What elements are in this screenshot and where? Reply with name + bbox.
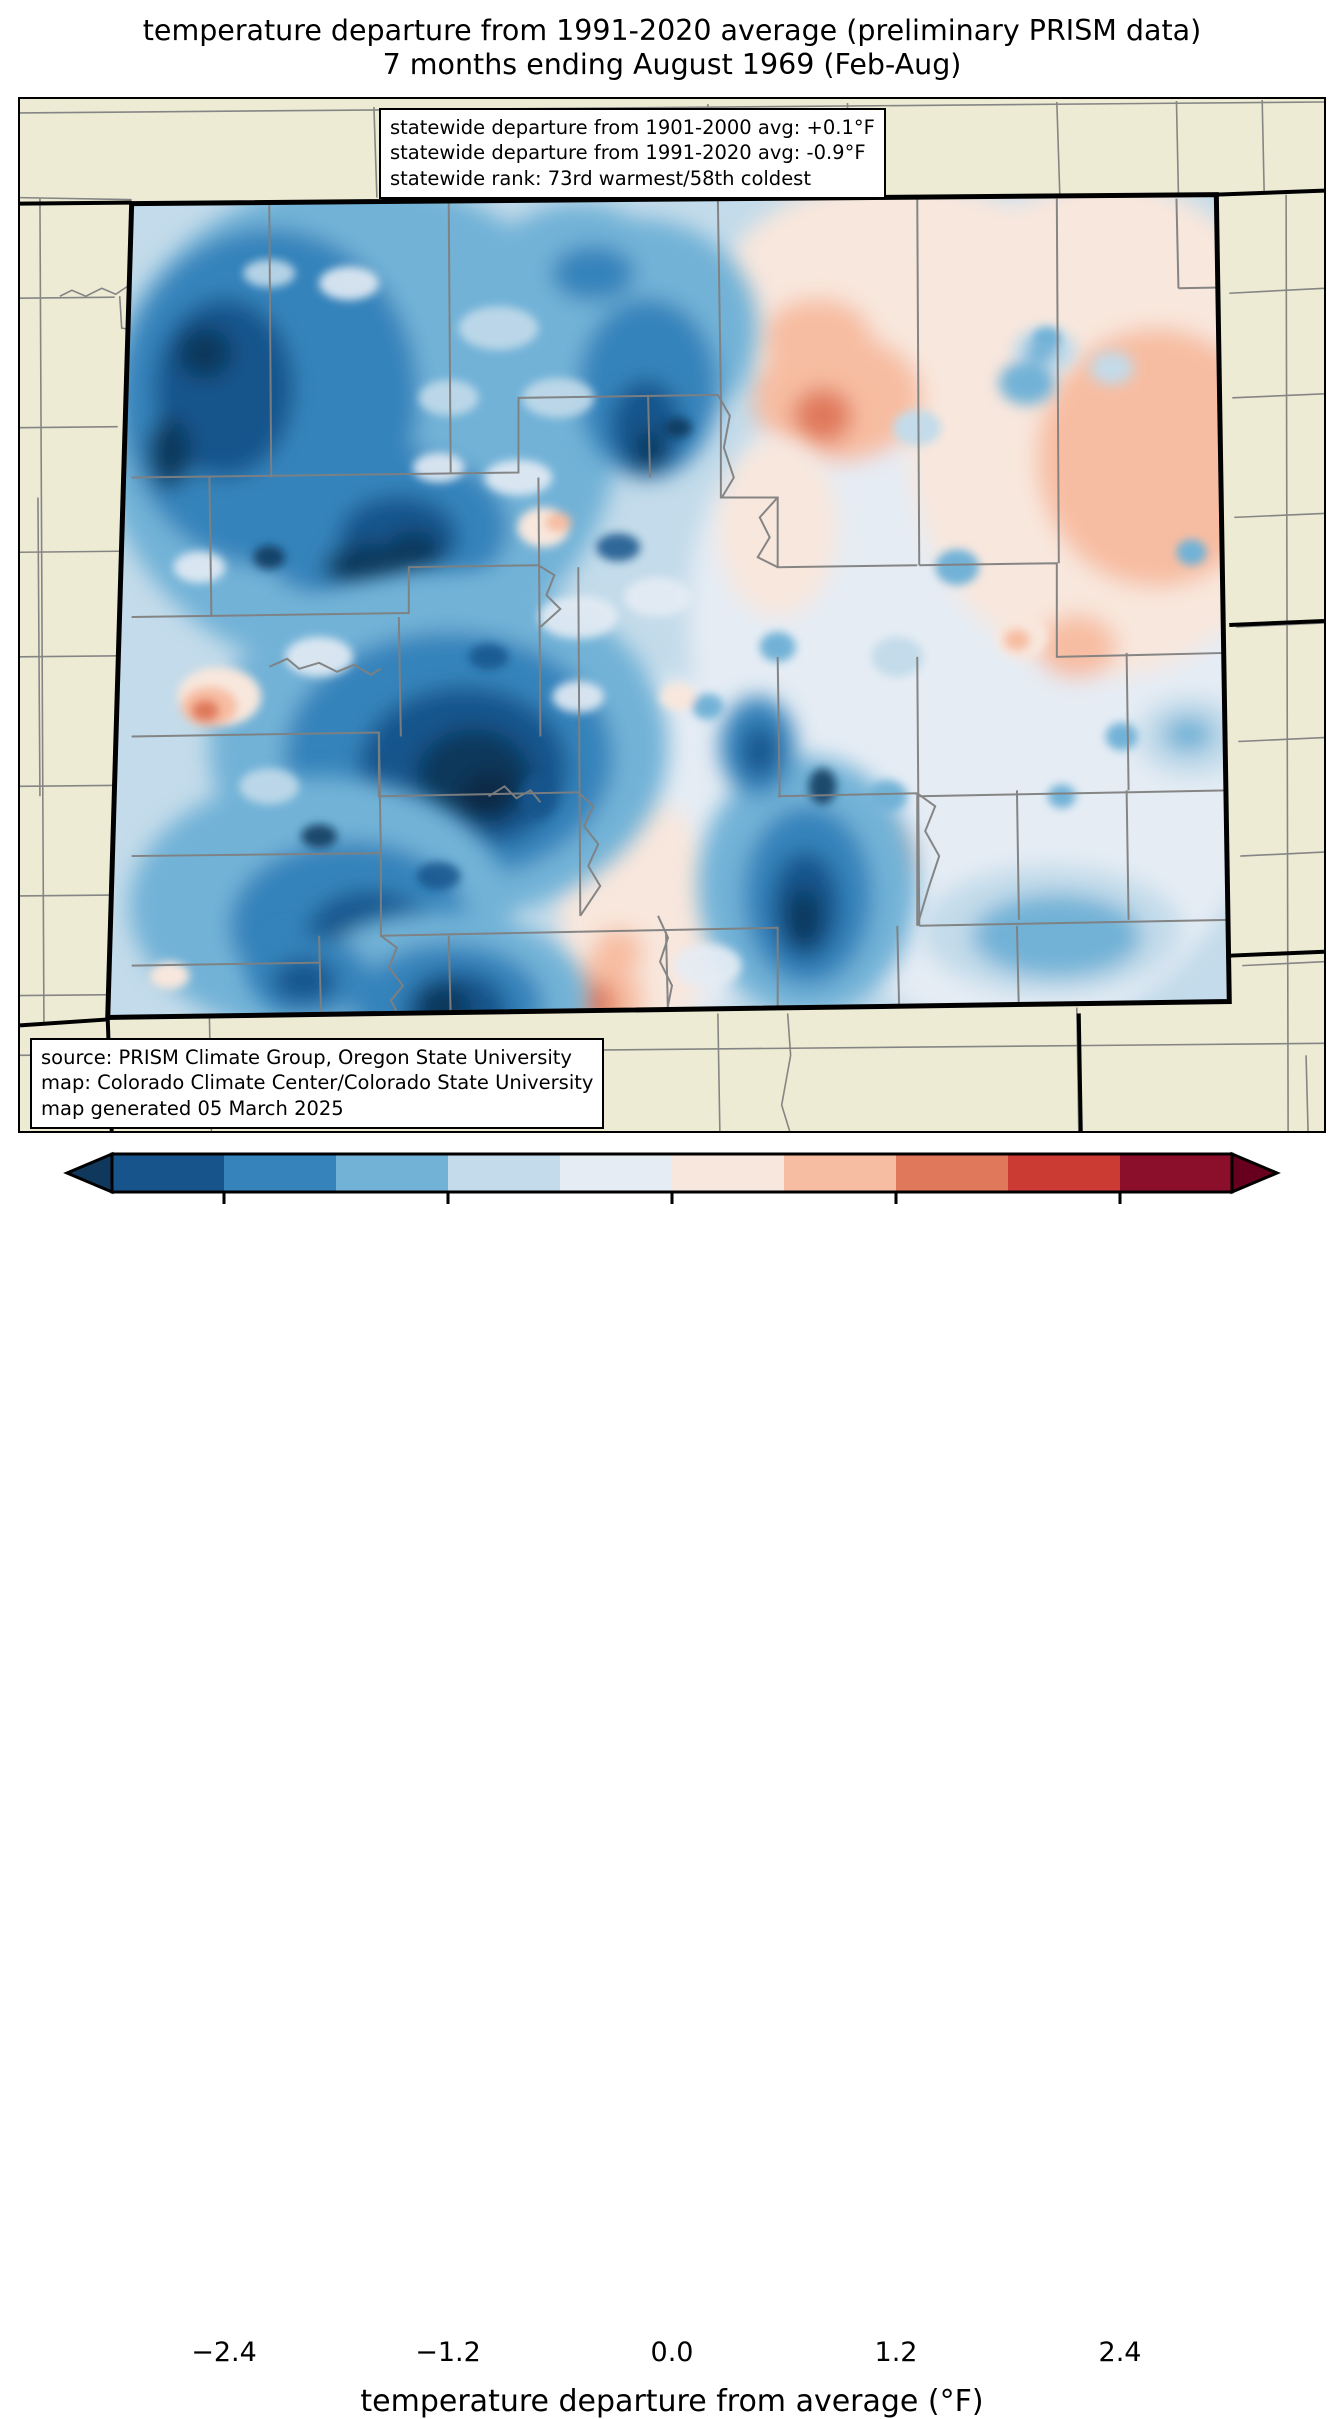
colorbar-tick-label: 0.0 (650, 2337, 694, 2368)
colorbar-tick-labels: −2.4 −1.2 0.0 1.2 2.4 (0, 2337, 1344, 2377)
colorbar-band (672, 1154, 784, 1192)
map-panel (18, 97, 1326, 1133)
title-line-1: temperature departure from 1991-2020 ave… (142, 14, 1202, 47)
colorbar-band (224, 1154, 336, 1192)
source-line-1: source: PRISM Climate Group, Oregon Stat… (41, 1046, 572, 1069)
colorbar-band (784, 1154, 896, 1192)
stats-line-3: statewide rank: 73rd warmest/58th coldes… (390, 166, 811, 190)
colorbar-band (896, 1154, 1008, 1192)
anomaly-contour-field (107, 194, 1230, 1018)
chart-title: temperature departure from 1991-2020 ave… (0, 14, 1344, 81)
colorbar-tick-label: 2.4 (1098, 2337, 1142, 2368)
colorbar-tick-label: −1.2 (415, 2337, 481, 2368)
colorbar-band (112, 1154, 224, 1192)
colorbar-band (448, 1154, 560, 1192)
source-line-2: map: Colorado Climate Center/Colorado St… (41, 1071, 594, 1095)
colorbar-band (560, 1154, 672, 1192)
source-line-3: map generated 05 March 2025 (41, 1096, 344, 1120)
colorbar-tick-label: 1.2 (874, 2337, 918, 2368)
colorbar-swatches (63, 1151, 1281, 1204)
title-line-2: 7 months ending August 1969 (Feb-Aug) (382, 47, 962, 81)
colorbar-axis-label: temperature departure from average (°F) (360, 2384, 984, 2419)
colorbar-band (1008, 1154, 1120, 1192)
colorbar-over-arrow (1230, 1151, 1281, 1195)
temperature-anomaly-map (20, 99, 1324, 1131)
colorbar: −2.4 −1.2 0.0 1.2 2.4 temperature departure … (0, 1140, 1344, 2419)
colorbar-band (1120, 1154, 1232, 1192)
map-canvas (20, 99, 1324, 1131)
source-attribution-box: source: PRISM Climate Group, Oregon Stat… (30, 1038, 605, 1130)
stats-line-2: statewide departure from 1991-2020 avg: … (390, 141, 866, 165)
colorbar-tick-label: −2.4 (191, 2337, 257, 2368)
colorbar-under-arrow (63, 1151, 114, 1195)
stats-line-1: statewide departure from 1901-2000 avg: … (390, 116, 875, 139)
statewide-stats-box: statewide departure from 1901-2000 avg: … (379, 108, 886, 200)
colorbar-band (336, 1154, 448, 1192)
